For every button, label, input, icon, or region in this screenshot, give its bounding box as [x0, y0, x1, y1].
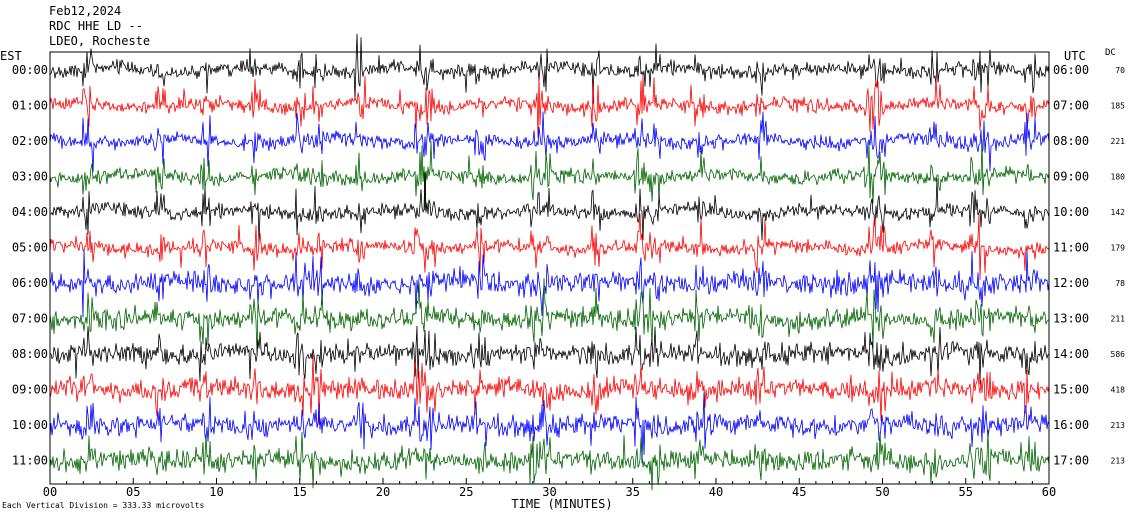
dc-value-label: 180: [1111, 173, 1126, 182]
x-tick-label: 20: [376, 485, 390, 499]
dc-value-label: 586: [1111, 350, 1126, 359]
dc-value-label: 142: [1111, 208, 1126, 217]
dc-value-label: 213: [1111, 457, 1126, 466]
trace-row-1: [49, 74, 1050, 139]
dc-title: DC: [1105, 48, 1116, 58]
utc-hour-label: 10:00: [1053, 205, 1089, 219]
x-tick-label: 30: [542, 485, 556, 499]
tick-group: 00:00 06:00 70 01:00 07:00 185 02:00 08:00 221 03…: [12, 63, 1125, 511]
x-tick-label: 40: [709, 485, 723, 499]
est-hour-label: 05:00: [12, 241, 48, 255]
utc-hour-label: 17:00: [1053, 454, 1089, 468]
trace-row-3: [49, 139, 1050, 211]
utc-hour-label: 14:00: [1053, 347, 1089, 361]
x-tick-label: 60: [1042, 485, 1056, 499]
utc-hour-label: 12:00: [1053, 276, 1089, 290]
utc-hour-label: 07:00: [1053, 99, 1089, 113]
utc-hour-label: 06:00: [1053, 63, 1089, 77]
trace-row-8: [49, 325, 1050, 385]
footer-note: Each Vertical Division = 333.33 microvol…: [2, 501, 205, 510]
trace-row-2: [49, 111, 1050, 173]
est-hour-label: 04:00: [12, 205, 48, 219]
x-tick-label: 15: [293, 485, 307, 499]
utc-hour-label: 16:00: [1053, 418, 1089, 432]
trace-row-10: [49, 392, 1050, 464]
x-tick-label: 10: [209, 485, 223, 499]
trace-row-5: [49, 213, 1050, 281]
trace-row-6: [49, 249, 1050, 318]
est-hour-label: 09:00: [12, 383, 48, 397]
x-tick-label: 35: [626, 485, 640, 499]
left-axis-title: EST: [0, 49, 22, 63]
trace-row-11: [49, 429, 1050, 491]
dc-value-label: 70: [1115, 66, 1125, 75]
est-hour-label: 03:00: [12, 170, 48, 184]
trace-row-4: [49, 172, 1050, 244]
dc-value-label: 418: [1111, 386, 1126, 395]
x-tick-label: 05: [126, 485, 140, 499]
x-tick-label: 55: [959, 485, 973, 499]
est-hour-label: 00:00: [12, 63, 48, 77]
dc-value-label: 179: [1111, 244, 1126, 253]
est-hour-label: 01:00: [12, 99, 48, 113]
utc-hour-label: 13:00: [1053, 312, 1089, 326]
trace-group: [49, 33, 1050, 491]
est-hour-label: 11:00: [12, 454, 48, 468]
est-hour-label: 06:00: [12, 276, 48, 290]
dc-value-label: 213: [1111, 421, 1126, 430]
est-hour-label: 10:00: [12, 418, 48, 432]
plot-frame: [49, 51, 1050, 485]
trace-row-7: [49, 278, 1050, 355]
x-tick-label: 50: [875, 485, 889, 499]
trace-row-0: [49, 33, 1050, 104]
utc-hour-label: 11:00: [1053, 241, 1089, 255]
utc-hour-label: 09:00: [1053, 170, 1089, 184]
x-tick-label: 25: [459, 485, 473, 499]
dc-value-label: 185: [1111, 102, 1126, 111]
header-station: RDC HHE LD --: [49, 19, 143, 33]
x-axis-label: TIME (MINUTES): [511, 497, 612, 511]
est-hour-label: 07:00: [12, 312, 48, 326]
est-hour-label: 02:00: [12, 134, 48, 148]
header-network: LDEO, Rochester: [49, 34, 151, 48]
dc-value-label: 221: [1111, 137, 1126, 146]
utc-hour-label: 08:00: [1053, 134, 1089, 148]
dc-value-label: 78: [1115, 279, 1125, 288]
est-hour-label: 08:00: [12, 347, 48, 361]
trace-row-9: [49, 354, 1050, 425]
dc-value-label: 211: [1111, 315, 1126, 324]
header-date: Feb12,2024: [49, 4, 122, 18]
x-tick-label: 00: [43, 485, 57, 499]
utc-hour-label: 15:00: [1053, 383, 1089, 397]
right-axis-title: UTC: [1064, 49, 1086, 63]
x-tick-label: 45: [792, 485, 806, 499]
